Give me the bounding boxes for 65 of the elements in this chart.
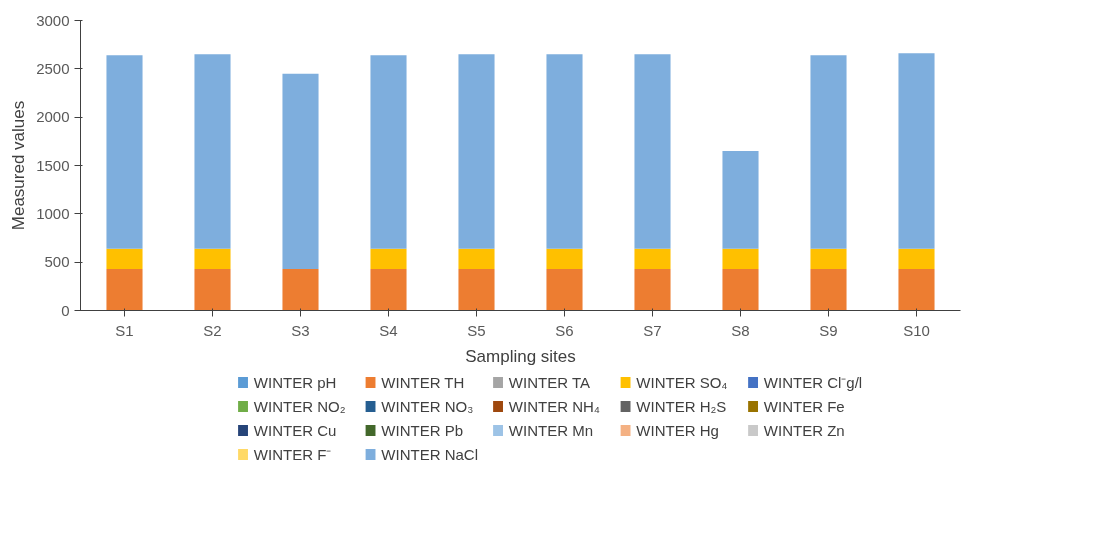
bar — [634, 248, 671, 269]
bar — [106, 268, 143, 311]
bar — [722, 151, 759, 249]
x-tick-label: S7 — [643, 321, 662, 339]
legend-label: WINTER TH — [381, 374, 465, 391]
bar — [370, 268, 407, 311]
bar — [106, 55, 143, 249]
legend-label: WINTER Pb — [381, 422, 463, 439]
legend-label: WINTER Mn — [508, 422, 593, 439]
legend-label: WINTER NH₄ — [508, 398, 600, 415]
bar — [106, 248, 143, 269]
bar — [810, 55, 847, 249]
bar — [634, 54, 671, 249]
bar — [194, 268, 231, 311]
legend-label: WINTER Cu — [253, 422, 337, 439]
legend-label: WINTER F⁻ — [253, 446, 332, 463]
x-tick-label: S4 — [379, 321, 398, 339]
bar — [722, 268, 759, 311]
bar — [810, 268, 847, 311]
y-axis-title: Measured values — [9, 100, 29, 231]
y-tick-label: 0 — [61, 301, 70, 319]
x-tick-label: S8 — [731, 321, 750, 339]
bar — [194, 54, 231, 249]
bar — [898, 268, 935, 311]
y-tick-label: 1000 — [36, 204, 70, 222]
y-tick-label: 500 — [44, 253, 70, 271]
bar — [546, 248, 583, 269]
legend-label: WINTER SO₄ — [636, 374, 728, 391]
x-tick-label: S6 — [555, 321, 574, 339]
bar — [810, 248, 847, 269]
legend-label: WINTER Zn — [763, 422, 845, 439]
bar — [546, 268, 583, 311]
x-tick-label: S2 — [203, 321, 222, 339]
legend-label: WINTER H₂S — [636, 398, 727, 415]
bar — [282, 73, 319, 269]
x-tick-label: S10 — [903, 321, 930, 339]
legend-label: WINTER Cl⁻g/l — [763, 374, 863, 391]
x-tick-label: S9 — [819, 321, 838, 339]
bar — [458, 54, 495, 249]
legend-label: WINTER TA — [508, 374, 590, 391]
bar — [634, 268, 671, 311]
legend-label: WINTER Hg — [636, 422, 719, 439]
bar — [194, 248, 231, 269]
x-axis-title: Sampling sites — [465, 346, 576, 366]
x-tick-label: S3 — [291, 321, 310, 339]
legend-label: WINTER NO₃ — [381, 398, 474, 415]
bar — [370, 55, 407, 249]
y-tick-label: 1500 — [36, 156, 70, 174]
bar — [546, 54, 583, 249]
bar — [458, 268, 495, 311]
bar — [898, 248, 935, 269]
legend-label: WINTER pH — [253, 374, 337, 391]
bar — [282, 268, 319, 311]
bar — [722, 248, 759, 269]
y-tick-label: 3000 — [36, 11, 70, 29]
legend-label: WINTER Fe — [763, 398, 845, 415]
legend-label: WINTER NaCl — [381, 446, 478, 463]
y-tick-label: 2500 — [36, 59, 70, 77]
bar — [458, 248, 495, 269]
bar — [370, 248, 407, 269]
y-tick-label: 2000 — [36, 108, 70, 126]
x-tick-label: S5 — [467, 321, 486, 339]
x-tick-label: S1 — [115, 321, 134, 339]
legend-label: WINTER NO₂ — [253, 398, 346, 415]
bar — [898, 53, 935, 249]
